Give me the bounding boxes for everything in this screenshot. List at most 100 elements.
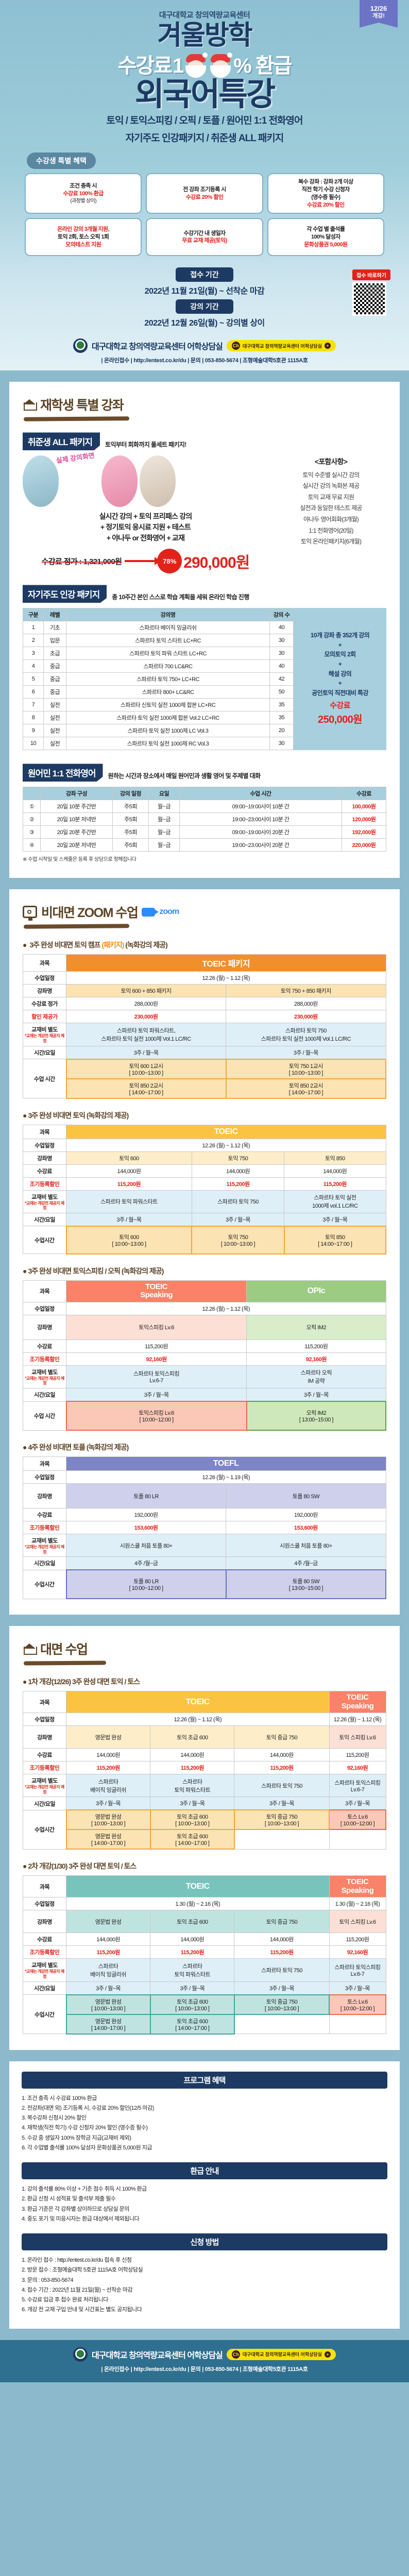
table-row: 수강료 144,000원 144,000원 144,000원 115,200원 bbox=[23, 1748, 386, 1762]
row-label: 수업일정 bbox=[23, 1470, 66, 1484]
table-row: 2 입문 스파르타 토익 스타트 LC+RC 30 bbox=[23, 634, 294, 648]
cell-level: 실전 bbox=[43, 724, 66, 738]
cell-textbook: 시원스쿨 처음 토플 80+ bbox=[65, 1534, 227, 1557]
cell-course: 오픽 IM2 bbox=[246, 1314, 386, 1340]
table-row: 시간/요일 3주 / 월~목 3주 / 월~목 3주 / 월~목 3주 / 월~… bbox=[23, 1981, 386, 1995]
benefit-highlight: 온라인 강의 3개월 지원, bbox=[57, 226, 110, 233]
cell-course: 토익 스피킹 Lv.6 bbox=[329, 1725, 386, 1749]
cell-name: 스파르타 신토익 실전 1000제 합본 LC+RC bbox=[66, 698, 270, 712]
cell-level: 중급 bbox=[43, 659, 66, 673]
table-row: 시간/요일 4주 /월~금 4주 /월~금 bbox=[23, 1556, 386, 1570]
table-row: 수업일정 12.26 (월) ~ 1.12 (목) 12.26 (월) ~ 1.… bbox=[23, 1713, 386, 1726]
benefit-item: 6. 각 수업별 출석률 100% 달성자 문화상품권 5,000원 지급 bbox=[22, 2144, 152, 2151]
table-row: 과목 TOEIC 패키지 bbox=[23, 954, 386, 972]
row-label-text: 교재비 별도 bbox=[31, 1027, 58, 1033]
row-label: 수업일정 bbox=[23, 971, 66, 985]
table-row: 강좌명 영문법 완성 토익 초급 600 토익 중급 750 토익 스피킹 Lv… bbox=[23, 1910, 386, 1934]
table-row: 5 중급 스파르타 토익 750+ LC+RC 42 bbox=[23, 672, 294, 686]
organization-name: 대구대학교 창의역량교육센터 bbox=[159, 11, 250, 20]
cell-classtime: 토스 Lv.6 [ 10:00~12:00 ] bbox=[329, 1809, 386, 1831]
benefit-card: 복수 강좌 : 강좌 2개 이상 직전 학기 수강 신청자 (영수증 필수) 수… bbox=[267, 173, 384, 214]
home-icon bbox=[23, 1642, 37, 1655]
home-icon bbox=[23, 398, 37, 411]
cell-classtime: 영문법 완성 [ 10:00~13:00 ] bbox=[65, 1809, 151, 1831]
table-row: 수업일정 12.26 (월) ~ 1.19 (목) bbox=[23, 1470, 386, 1484]
row-label: 강좌명 bbox=[23, 1151, 66, 1165]
benefit-card: 각 수업 별 출석률 100% 달성자 문화상품권 5,000원 bbox=[267, 218, 384, 257]
includes-block: <포함사항> 토익 수준별 실시간 강의 실시간 강의 녹화본 제공 토익 교재… bbox=[276, 455, 386, 547]
apply-period-value: 2022년 11월 21일(월) ~ 선착순 마감 bbox=[144, 287, 265, 296]
cell-level: 기초 bbox=[43, 621, 66, 635]
tab-all-package-desc: 토익부터 회화까지 풀세트 패키지! bbox=[105, 441, 186, 449]
footer-title: 대구대학교 창의역량교육센터 어학상담실 bbox=[92, 2351, 223, 2360]
row-label: 조기등록할인 bbox=[23, 1521, 66, 1535]
cell-classtime: 토익 750 [ 10:00~13:00 ] bbox=[191, 1225, 285, 1255]
subject-line-1: 토익 / 토익스피킹 / 오픽 / 토플 / 원어민 1:1 전화영어 bbox=[106, 115, 303, 126]
cell-duration: 3주 / 월~목 bbox=[246, 1388, 386, 1402]
table-row: 8 실전 스파르타 토익 실전 1000제 합본 Vol.2 LC+RC 35 bbox=[23, 711, 294, 725]
cell-count: 30 bbox=[269, 647, 294, 660]
cell-days: 월~금 bbox=[148, 812, 180, 826]
ribbon-date: 12/26 bbox=[370, 5, 387, 12]
cell-textbook: 스파르타 토익 파워스타트 bbox=[150, 1774, 235, 1798]
phone-english-table: 강좌 구성 강의 일정 요일 수업 시간 수강료 ① 20일 10분 주간반 주5회… bbox=[23, 787, 386, 852]
row-label: 시간/요일 bbox=[23, 1045, 66, 1060]
cell-discount-price: 115,200원 bbox=[191, 1177, 285, 1191]
row-label-note: *교재는 개강전 재공지 예정 bbox=[25, 1969, 64, 1979]
table-row: 수업시간 토플 80 LR [ 10:00~12:00 ] 토플 80 SW [… bbox=[23, 1569, 387, 1600]
section-info: 프로그램 혜택 1. 조건 충족 시 수강료 100% 환급 2. 전강좌(대면… bbox=[9, 2061, 400, 2329]
qr-apply-block[interactable]: 접수 바로하기 bbox=[352, 269, 390, 316]
row-label: 과목 bbox=[23, 1280, 66, 1302]
row-label: 수강료 bbox=[23, 1164, 66, 1178]
table-row: 영문법 완성 [ 14:00~17:00 ] 토익 초급 600 [ 14:00… bbox=[23, 1829, 386, 1850]
cell-level: 입문 bbox=[43, 634, 66, 648]
heading-post: (녹화강의 제공) bbox=[124, 941, 168, 950]
kakao-label: 대구대학교 창의역량교육센터 어학상담실 bbox=[242, 343, 322, 349]
hero-footer: 대구대학교 창의역량교육센터 어학상담실 Ch 대구대학교 창의역량교육센터 어… bbox=[0, 335, 409, 370]
summary-line: 해설 강의 bbox=[328, 670, 352, 677]
apply-item: 1. 온라인 접수 : http://entest.co.kr/du 접속 후 … bbox=[22, 2257, 132, 2264]
section-underline bbox=[23, 1660, 107, 1666]
row-label: 시간/요일 bbox=[23, 1212, 66, 1227]
cell-name: 스파르타 토익 스타트 LC+RC bbox=[66, 634, 270, 648]
cell-count: 20 bbox=[269, 724, 294, 738]
row-label: 교재비 별도 *교재는 개강전 재공지 예정 bbox=[23, 1534, 66, 1557]
cell-classtime: 토익 850 2교시 [ 14:00~17:00 ] bbox=[65, 1078, 227, 1099]
row-label-note: *교재는 개강전 재공지 예정 bbox=[25, 1545, 64, 1554]
kakao-channel-button[interactable]: Ch 대구대학교 창의역량교육센터 어학상담실 + bbox=[226, 340, 336, 352]
cell-no: 1 bbox=[23, 621, 44, 635]
row-label: 강좌명 bbox=[23, 1314, 66, 1340]
benefit-card: 전 강좌 조기등록 시 수강료 20% 할인 bbox=[146, 173, 263, 214]
cell-classtime: 토익 초급 600 [ 14:00~17:00 ] bbox=[149, 2013, 235, 2035]
row-label: 수강료 bbox=[23, 1933, 66, 1946]
class-period-value: 2022년 12월 26일(월) ~ 강의별 상이 bbox=[144, 319, 265, 328]
cell-count: 35 bbox=[269, 711, 294, 725]
kakao-channel-button[interactable]: Ch 대구대학교 창의역량교육센터 어학상담실 + bbox=[226, 2348, 336, 2360]
cell-name: 스파르타 토익 실전 1000제 합본 Vol.2 LC+RC bbox=[66, 711, 270, 725]
tab-self-package-desc: 총 10주간 본인 스스로 학습 계획을 세워 온라인 학습 진행 bbox=[112, 594, 249, 601]
benefit-highlight: 수강료 20% 할인 bbox=[306, 201, 345, 208]
lecture-photo bbox=[101, 455, 138, 507]
benefit-line: 100% 달성자 bbox=[311, 234, 340, 241]
lecture-photo bbox=[23, 455, 59, 507]
row-label: 수업일정 bbox=[23, 1897, 66, 1911]
cell-schedule: 1.30 (월) ~ 2.16 (목) bbox=[329, 1897, 386, 1911]
include-item: 실전과 동일한 테스트 제공 bbox=[300, 504, 362, 512]
benefit-highlight: 수강료 100% 환급 bbox=[63, 191, 104, 197]
cell-fee: 120,000원 bbox=[342, 812, 386, 826]
cell-discount-price: 153,600원 bbox=[65, 1521, 227, 1535]
hero-title-main: 외국어특강 bbox=[134, 77, 276, 112]
cell-classtime: 토스 Lv.6 [ 10:00~12:00 ] bbox=[329, 1994, 386, 2015]
qr-code-icon[interactable] bbox=[352, 282, 387, 316]
cell-name: 스파르타 베이직 잉글리쉬 bbox=[66, 621, 270, 635]
subject-header: TOEIC Speaking bbox=[329, 1875, 386, 1898]
cell-duration: 3주 / 월~목 bbox=[284, 1212, 386, 1227]
benefit-line: 직전 학기 수강 신청자 bbox=[301, 186, 350, 193]
cell-discount-price: 115,200원 bbox=[150, 1945, 235, 1959]
table-row: 조기등록할인 115,200원 115,200원 115,200원 bbox=[23, 1177, 386, 1191]
section-zoom: 비대면 ZOOM 수업 zoom 3주 완성 비대면 토익 캠프 (패키지) (… bbox=[9, 889, 400, 1615]
all-package-block: 실제 강의화면 실시간 강의 + 토익 프리패스 강의 + 정기토익 응시료 지… bbox=[23, 452, 386, 572]
row-label: 수업 시간 bbox=[23, 1059, 66, 1099]
table-row: 교재비 별도 *교재는 개강전 재공지 예정 스파르타 베이직 잉글리쉬 스파르… bbox=[23, 1958, 386, 1982]
table-row: 조기등록할인 153,600원 153,600원 bbox=[23, 1521, 386, 1535]
